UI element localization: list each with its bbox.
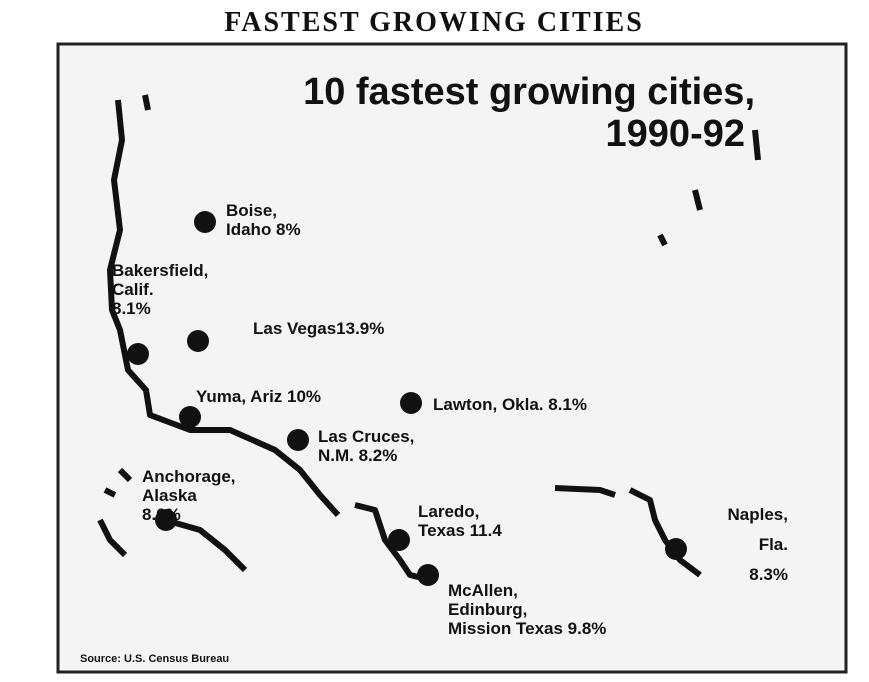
- city-label: 8.3%: [749, 565, 788, 584]
- city-label: Anchorage,: [142, 467, 236, 486]
- city-dot: [287, 429, 309, 451]
- city-dot: [400, 392, 422, 414]
- header-title: FASTEST GROWING CITIES: [224, 7, 644, 38]
- map-title: 10 fastest growing cities,: [303, 71, 755, 113]
- city-dot: [665, 538, 687, 560]
- city-label: Edinburg,: [448, 600, 527, 619]
- city-label: Idaho 8%: [226, 220, 301, 239]
- city-label: Boise,: [226, 201, 277, 220]
- city-label: N.M. 8.2%: [318, 446, 397, 465]
- city-label: Alaska: [142, 486, 197, 505]
- city-label: Las Vegas13.9%: [253, 319, 384, 338]
- coastline: [97, 94, 761, 583]
- city-label: 8.6%: [142, 505, 181, 524]
- city-label: Mission Texas 9.8%: [448, 619, 606, 638]
- map-title: 1990-92: [606, 113, 745, 155]
- city-dot: [417, 564, 439, 586]
- map-frame: [56, 42, 848, 674]
- city-label: Fla.: [759, 535, 788, 554]
- city-dot: [155, 509, 177, 531]
- city-label: Naples,: [728, 505, 788, 524]
- city-label: Calif.: [112, 280, 154, 299]
- city-label: Yuma, Ariz 10%: [196, 387, 321, 406]
- city-label: 8.1%: [112, 299, 151, 318]
- city-label: Bakersfield,: [112, 261, 208, 280]
- source: Source: U.S. Census Bureau: [80, 653, 229, 665]
- city-label: McAllen,: [448, 581, 518, 600]
- city-label: Las Cruces,: [318, 427, 414, 446]
- city-dot: [194, 211, 216, 233]
- city-label: Laredo,: [418, 502, 479, 521]
- city-dot: [388, 529, 410, 551]
- city-label: Texas 11.4: [418, 521, 502, 540]
- city-dot: [187, 330, 209, 352]
- city-dot: [179, 406, 201, 428]
- city-label: Lawton, Okla. 8.1%: [433, 395, 587, 414]
- city-dot: [127, 343, 149, 365]
